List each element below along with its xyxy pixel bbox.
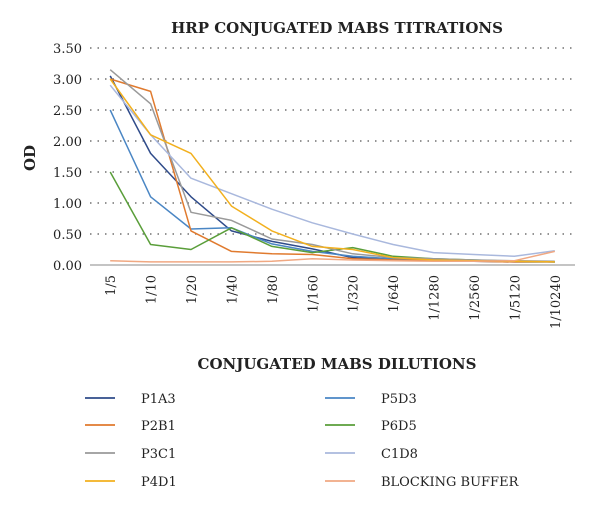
plot-area <box>109 69 555 263</box>
x-tick-label: 1/10 <box>145 275 160 304</box>
legend: P1A3 P5D3 P2B1 P6D5 P3C1 C1D8 P4D1 BLOCKING BUF… <box>85 392 520 490</box>
legend-label: BLOCKING BUFFER <box>381 475 520 490</box>
legend-label: P4D1 <box>141 475 177 490</box>
x-axis: 1/5 1/10 1/20 1/40 1/80 1/160 1/320 1/640 1/1280… <box>104 275 564 329</box>
y-axis-title: OD <box>21 145 39 171</box>
y-tick-label: 0.50 <box>53 228 82 243</box>
y-tick-label: 1.00 <box>53 197 82 212</box>
y-tick-label: 1.50 <box>53 166 82 181</box>
legend-label: P2B1 <box>141 419 176 434</box>
y-axis: 0.00 0.50 1.00 1.50 2.00 2.50 3.00 3.50 <box>53 42 82 274</box>
x-axis-title: CONJUGATED MABS DILUTIONS <box>198 355 477 373</box>
legend-label: C1D8 <box>381 447 418 462</box>
x-tick-label: 1/80 <box>266 275 281 304</box>
x-tick-label: 1/20 <box>185 275 200 304</box>
y-tick-label: 2.50 <box>53 104 82 119</box>
series-line-blocking-buffer <box>110 250 555 263</box>
x-tick-label: 1/5 <box>104 275 119 296</box>
x-tick-label: 1/640 <box>387 275 402 312</box>
x-tick-label: 1/10240 <box>549 275 564 329</box>
series-line-c1d8 <box>109 84 555 258</box>
x-tick-label: 1/5120 <box>508 275 523 321</box>
x-tick-label: 1/2560 <box>468 275 483 321</box>
x-tick-label: 1/1280 <box>428 275 443 321</box>
y-tick-label: 3.00 <box>53 73 82 88</box>
legend-label: P1A3 <box>141 392 176 407</box>
x-tick-label: 1/40 <box>225 275 240 304</box>
legend-label: P3C1 <box>141 447 176 462</box>
grid <box>90 47 575 266</box>
x-tick-label: 1/160 <box>306 275 321 312</box>
y-tick-label: 2.00 <box>53 135 82 150</box>
chart-title: HRP CONJUGATED MABS TITRATIONS <box>171 19 503 37</box>
y-tick-label: 3.50 <box>53 42 82 57</box>
legend-label: P6D5 <box>381 419 417 434</box>
series-line-p3c1 <box>109 69 555 263</box>
legend-label: P5D3 <box>381 392 417 407</box>
x-tick-label: 1/320 <box>347 275 362 312</box>
y-tick-label: 0.00 <box>53 259 82 274</box>
series-line-p5d3 <box>109 109 555 263</box>
